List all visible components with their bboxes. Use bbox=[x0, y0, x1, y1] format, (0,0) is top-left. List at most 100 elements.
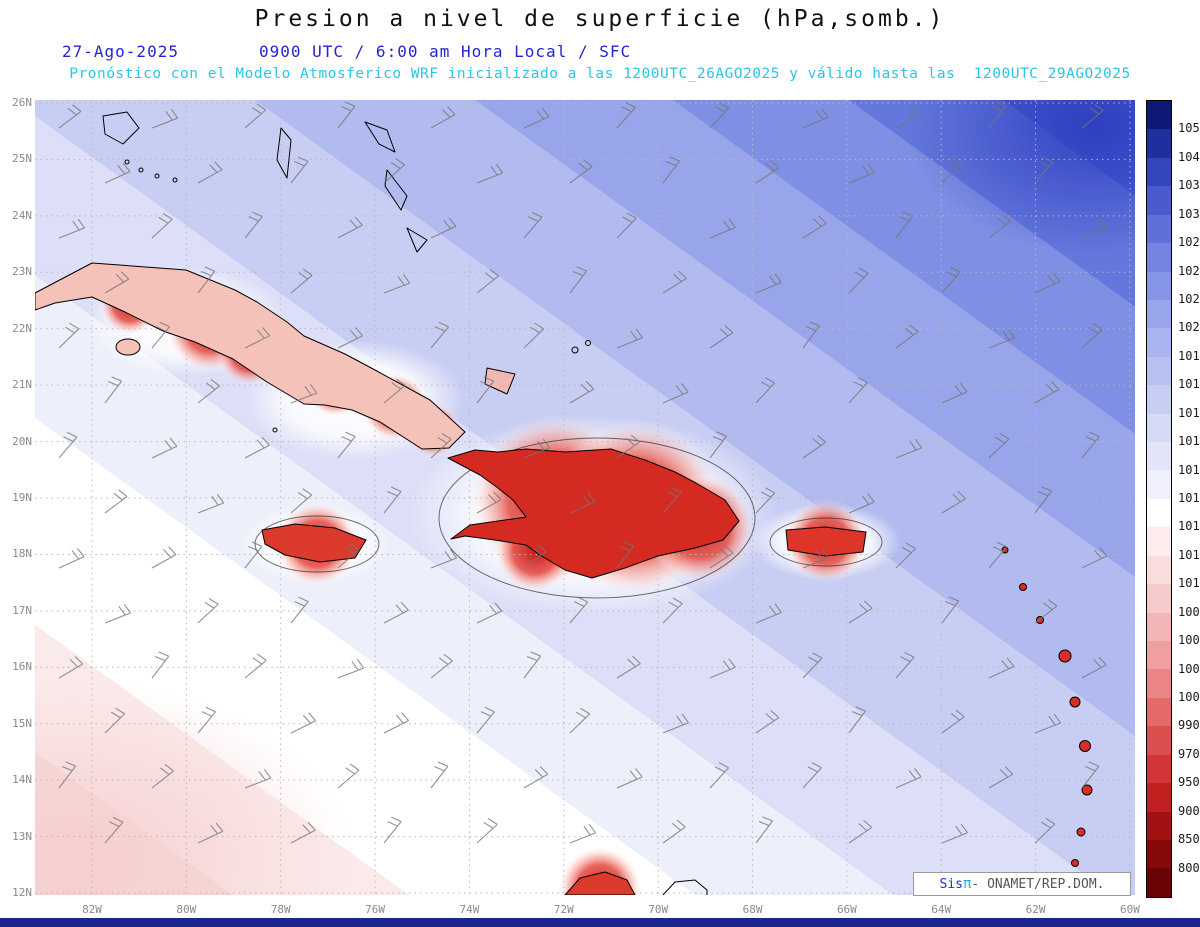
contour-lines bbox=[254, 437, 883, 599]
puerto-rico-coastline bbox=[785, 526, 867, 557]
lon-label: 64W bbox=[931, 903, 952, 916]
colorbar-value: 1013 bbox=[1178, 519, 1200, 534]
lat-label: 15N bbox=[12, 716, 32, 730]
lat-label: 22N bbox=[12, 321, 32, 335]
colorbar-cell bbox=[1147, 612, 1171, 642]
colorbar-cell bbox=[1147, 186, 1171, 215]
page-title: Presion a nivel de superficie (hPa,somb.… bbox=[254, 6, 946, 32]
forecast-line: Pronóstico con el Modelo Atmosferico WRF… bbox=[69, 66, 1131, 82]
lon-label: 70W bbox=[648, 903, 669, 916]
lat-label: 17N bbox=[12, 603, 32, 617]
colorbar-cell bbox=[1147, 157, 1171, 187]
colorbar-cell bbox=[1147, 129, 1171, 158]
jamaica-coastline bbox=[261, 523, 367, 563]
colorbar-value: 1014 bbox=[1178, 491, 1200, 505]
low-pressure-corner bbox=[35, 680, 355, 895]
colorbar-value: 1010 bbox=[1178, 576, 1200, 591]
colorbar-value: 1030 bbox=[1178, 206, 1200, 221]
lon-label: 68W bbox=[742, 903, 763, 916]
florida-coastline bbox=[102, 111, 140, 145]
lon-label: 66W bbox=[836, 903, 857, 916]
lon-label: 78W bbox=[270, 903, 291, 916]
colorbar-cell bbox=[1147, 811, 1171, 840]
colorbar-cell bbox=[1147, 868, 1171, 897]
lesser-antilles bbox=[1001, 546, 1093, 867]
grid-layer bbox=[35, 100, 1135, 895]
credit-brand: Sis bbox=[939, 877, 963, 892]
lat-label: 21N bbox=[12, 378, 32, 392]
lat-label: 14N bbox=[12, 773, 32, 787]
colorbar-value: 1022 bbox=[1178, 292, 1200, 306]
colorbar-value: 1016 bbox=[1178, 434, 1200, 449]
colorbar-cell bbox=[1147, 527, 1171, 556]
bottom-bar bbox=[0, 918, 1200, 927]
colorbar-cell bbox=[1147, 669, 1171, 698]
lat-label: 25N bbox=[12, 152, 32, 166]
lon-label: 82W bbox=[82, 903, 102, 916]
colorbar-value: 1028 bbox=[1178, 235, 1200, 250]
colorbar-cell bbox=[1147, 641, 1171, 670]
colorbar-value: 1040 bbox=[1178, 149, 1200, 164]
time-label: 0900 UTC / 6:00 am Hora Local / SFC bbox=[258, 42, 632, 61]
lat-label: 18N bbox=[12, 547, 32, 561]
colorbar-value: 990 bbox=[1178, 718, 1200, 733]
lat-label: 12N bbox=[12, 886, 32, 900]
colorbar-value: 1050 bbox=[1178, 121, 1200, 136]
coastlines bbox=[35, 111, 1093, 895]
colorbar-cell bbox=[1147, 839, 1171, 869]
colorbar-value: 1012 bbox=[1178, 547, 1200, 562]
colorbar-value: 950 bbox=[1178, 775, 1200, 790]
colorbar-value: 800 bbox=[1178, 860, 1200, 875]
colorbar-cell bbox=[1147, 299, 1171, 329]
colorbar-value: 1015 bbox=[1178, 462, 1200, 477]
lat-label: 20N bbox=[12, 434, 32, 448]
great-inagua bbox=[484, 367, 516, 395]
lat-label: 16N bbox=[12, 660, 32, 674]
colorbar-value: 1020 bbox=[1178, 320, 1200, 335]
credit-pi-symbol: π bbox=[962, 876, 972, 892]
colorbar-value: 1000 bbox=[1178, 690, 1200, 704]
colorbar-cell bbox=[1147, 754, 1171, 784]
colorbar-cell bbox=[1147, 385, 1171, 414]
lon-label: 72W bbox=[553, 903, 574, 916]
colorbar-value: 900 bbox=[1178, 803, 1200, 818]
lat-label: 24N bbox=[12, 208, 32, 222]
lon-label: 76W bbox=[365, 903, 386, 916]
isla-juventud bbox=[115, 338, 141, 356]
colorbar-cell bbox=[1147, 356, 1171, 386]
colorbar-value: 1019 bbox=[1178, 348, 1200, 363]
colorbar-cell bbox=[1147, 243, 1171, 272]
colorbar-cell bbox=[1147, 498, 1171, 528]
colorbar-value: 1018 bbox=[1178, 377, 1200, 392]
colorbar-value: 1002 bbox=[1178, 661, 1200, 676]
colorbar-cell bbox=[1147, 697, 1171, 727]
colorbar-cell bbox=[1147, 783, 1171, 812]
lon-label: 74W bbox=[459, 903, 480, 916]
colorbar-value: 970 bbox=[1178, 746, 1200, 761]
lon-label: 80W bbox=[176, 903, 197, 916]
bahamas-coastlines bbox=[272, 121, 591, 433]
colorbar-value: 1025 bbox=[1178, 263, 1200, 278]
colorbar-value: 850 bbox=[1178, 832, 1200, 847]
pressure-map bbox=[35, 100, 1135, 895]
south-coast-islands-2 bbox=[662, 879, 708, 895]
colorbar-cell bbox=[1147, 328, 1171, 357]
date-label: 27-Ago-2025 bbox=[62, 42, 179, 61]
colorbar-cell bbox=[1147, 271, 1171, 300]
lat-label: 13N bbox=[12, 829, 32, 843]
colorbar-swatches bbox=[1146, 100, 1172, 898]
colorbar-cell bbox=[1147, 726, 1171, 755]
datetime-line: 27-Ago-2025 0900 UTC / 6:00 am Hora Local… bbox=[62, 42, 631, 61]
colorbar-value: 1017 bbox=[1178, 405, 1200, 420]
high-pressure-core bbox=[905, 100, 1135, 255]
colorbar-cell bbox=[1147, 101, 1171, 130]
lat-label: 23N bbox=[12, 265, 32, 279]
credit-text: - ONAMET/REP.DOM. bbox=[971, 877, 1105, 892]
cuba-coastline bbox=[35, 262, 466, 450]
lon-label: 60W bbox=[1120, 903, 1140, 916]
south-coast-islands bbox=[564, 871, 636, 895]
lat-label: 19N bbox=[12, 491, 32, 504]
colorbar-cell bbox=[1147, 214, 1171, 244]
hispaniola-coastline bbox=[447, 448, 740, 579]
